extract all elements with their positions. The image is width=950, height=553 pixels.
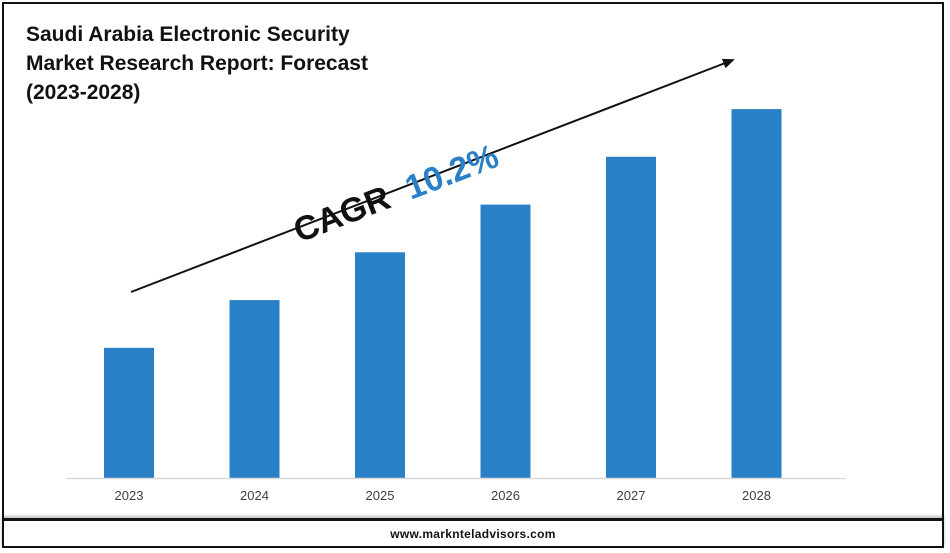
chart-title: Saudi Arabia Electronic Security Market … xyxy=(26,20,446,107)
x-tick-label-2024: 2024 xyxy=(240,488,269,503)
x-tick-label-2025: 2025 xyxy=(366,488,395,503)
bar-2026 xyxy=(480,204,531,478)
x-tick-label-2026: 2026 xyxy=(491,488,520,503)
chart-title-line-3: (2023-2028) xyxy=(26,81,141,104)
bar-2025 xyxy=(355,252,405,478)
x-tick-label-2027: 2027 xyxy=(617,488,646,503)
bar-2024 xyxy=(229,300,280,478)
x-tick-label-2028: 2028 xyxy=(742,488,771,503)
cagr-annotation: CAGR 10.2% xyxy=(288,137,503,250)
x-tick-labels: 2023 2024 2025 2026 2027 2028 xyxy=(115,488,771,503)
chart-title-line-1: Saudi Arabia Electronic Security xyxy=(26,23,350,46)
x-tick-label-2023: 2023 xyxy=(115,488,144,503)
footer-bar: www.marknteladvisors.com xyxy=(2,518,944,548)
cagr-arrow xyxy=(130,58,735,293)
footer-url: www.marknteladvisors.com xyxy=(390,527,556,541)
chart-title-line-2: Market Research Report: Forecast xyxy=(26,52,368,75)
bar-2023 xyxy=(104,347,154,478)
cagr-label: CAGR xyxy=(288,179,395,250)
chart-frame xyxy=(2,2,944,548)
bar-2028 xyxy=(731,109,782,478)
cagr-value: 10.2% xyxy=(400,137,504,207)
bar-series xyxy=(104,109,782,479)
bar-2027 xyxy=(606,156,656,479)
